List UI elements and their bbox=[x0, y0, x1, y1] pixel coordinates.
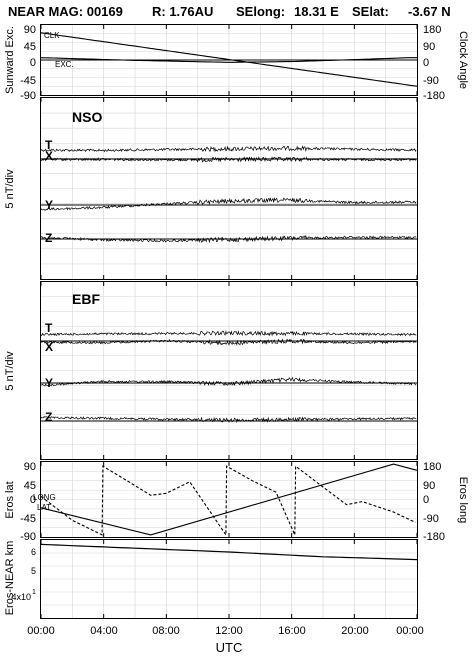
dist-series bbox=[40, 543, 418, 561]
sunward-right-tick-0: 180 bbox=[423, 24, 441, 36]
eros-series-long bbox=[40, 465, 416, 537]
ebf-title: EBF bbox=[72, 291, 100, 307]
ebf-label-x: X bbox=[45, 340, 53, 354]
dist-tick-6: 6 bbox=[31, 547, 36, 557]
x-tick-6: 00:00 bbox=[396, 625, 424, 637]
sunward-right-tick-2: 0 bbox=[423, 57, 429, 69]
nso-label-t: T bbox=[45, 138, 53, 152]
x-tick-2: 08:00 bbox=[152, 625, 180, 637]
ebf-label-y: Y bbox=[45, 376, 53, 390]
sunward-series-exc bbox=[40, 57, 417, 63]
eros-curve-label-long: LONG bbox=[33, 493, 56, 502]
sunward-left-tick-1: 45 bbox=[24, 41, 36, 53]
panel-nso-frame bbox=[40, 97, 418, 280]
panel-sunward-frame bbox=[40, 24, 418, 96]
dist-tick-5: 5 bbox=[31, 566, 36, 576]
x-tick-1: 04:00 bbox=[90, 625, 118, 637]
sunward-series-clk bbox=[40, 32, 418, 87]
ebf-label-z: Z bbox=[45, 410, 52, 424]
eros-right-tick-2: 0 bbox=[423, 494, 429, 506]
x-tick-3: 12:00 bbox=[215, 625, 243, 637]
eros-right-tick-3: -90 bbox=[423, 513, 439, 525]
sunward-left-tick-4: -90 bbox=[20, 90, 36, 102]
header-mission: NEAR MAG: 00169 bbox=[8, 4, 123, 19]
nso-series-t bbox=[40, 145, 417, 153]
header-selong-value: 18.31 E bbox=[294, 4, 339, 19]
eros-left-tick-1: 45 bbox=[24, 480, 36, 492]
ebf-series-y bbox=[40, 376, 417, 387]
sunward-left-tick-0: 90 bbox=[24, 24, 36, 36]
panel-dist-frame bbox=[40, 539, 418, 619]
dist-y-label: Eros-NEAR km bbox=[4, 541, 16, 616]
x-tick-5: 20:00 bbox=[341, 625, 369, 637]
nso-y-label: 5 nT/div bbox=[4, 169, 16, 209]
x-axis-label: UTC bbox=[216, 640, 243, 655]
ebf-y-label: 5 nT/div bbox=[4, 351, 16, 391]
sunward-curve-label-exc: EXC. bbox=[55, 60, 74, 69]
sunward-left-label: Sunward Exc. bbox=[4, 26, 16, 94]
sunward-left-tick-2: 0 bbox=[30, 57, 36, 69]
sunward-right-tick-4: -180 bbox=[423, 90, 445, 102]
sunward-left-tick-3: -45 bbox=[20, 75, 36, 87]
sunward-right-tick-1: 90 bbox=[423, 41, 435, 53]
eros-left-label: Eros lat bbox=[4, 481, 16, 518]
dist-tick-4x10: 4x10 bbox=[11, 592, 31, 602]
sunward-curve-label-clk: CLK bbox=[44, 31, 60, 40]
nso-label-x: X bbox=[45, 149, 53, 163]
nso-series-x bbox=[40, 156, 417, 163]
header-selat-value: -3.67 N bbox=[408, 4, 451, 19]
header-radius: R: 1.76AU bbox=[152, 4, 213, 19]
ebf-series-z bbox=[40, 415, 417, 424]
header-selat-label: SElat: bbox=[352, 4, 389, 19]
eros-series-lat bbox=[40, 463, 418, 536]
eros-right-tick-1: 90 bbox=[423, 480, 435, 492]
dist-tick-exp: 1 bbox=[32, 589, 36, 596]
eros-left-tick-2: 0 bbox=[30, 494, 36, 506]
sunward-right-tick-3: -90 bbox=[423, 75, 439, 87]
sunward-right-label: Clock Angle bbox=[457, 31, 469, 89]
header-selong-label: SElong: bbox=[236, 4, 285, 19]
ebf-series-x bbox=[40, 338, 417, 346]
eros-left-tick-4: -90 bbox=[20, 531, 36, 543]
panel-ebf-frame bbox=[40, 281, 418, 460]
nso-label-y: Y bbox=[45, 198, 53, 212]
nso-title: NSO bbox=[72, 109, 102, 125]
panel-eros-frame bbox=[40, 461, 418, 538]
eros-right-tick-4: -180 bbox=[423, 531, 445, 543]
x-tick-0: 00:00 bbox=[27, 625, 55, 637]
eros-left-tick-0: 90 bbox=[24, 461, 36, 473]
nso-series-z bbox=[40, 234, 417, 244]
ebf-series-t bbox=[40, 330, 417, 337]
eros-right-tick-0: 180 bbox=[423, 461, 441, 473]
eros-curve-label-lat: LAT bbox=[37, 503, 51, 512]
eros-left-tick-3: -45 bbox=[20, 513, 36, 525]
eros-right-label: Eros long bbox=[457, 477, 469, 523]
nso-series-y bbox=[40, 197, 417, 211]
x-tick-4: 16:00 bbox=[278, 625, 306, 637]
nso-label-z: Z bbox=[45, 231, 52, 245]
ebf-label-t: T bbox=[45, 321, 53, 335]
